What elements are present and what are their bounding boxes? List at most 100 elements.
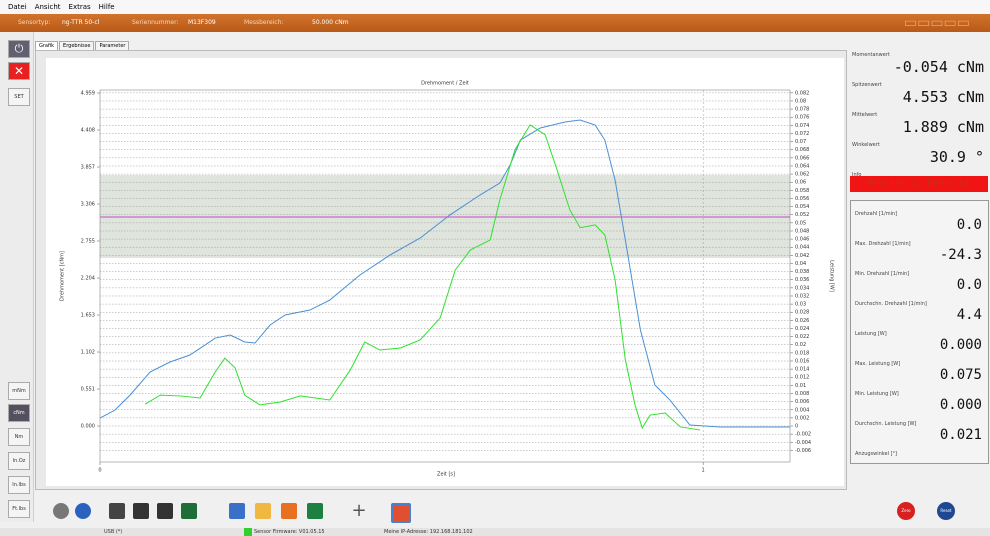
y2-tick-label: 0.08	[795, 98, 806, 104]
readout-value: 1.889 cNm	[902, 118, 984, 136]
y-tick-label: 4.959	[81, 91, 95, 97]
value: ng-TTR 50-cl	[62, 19, 100, 26]
detail-value: 0.021	[939, 427, 982, 443]
detail-label: Drehzahl [1/min]	[855, 211, 898, 217]
set-button[interactable]: SET	[8, 88, 30, 106]
value: 50.000 cNm	[312, 19, 349, 26]
tab[interactable]: Parameter	[95, 41, 130, 50]
tool-button[interactable]	[181, 503, 197, 519]
y2-tick-label: 0.038	[795, 269, 809, 275]
detail-label: Min. Drehzahl [1/min]	[855, 271, 910, 277]
menu-item[interactable]: Ansicht	[34, 3, 61, 11]
y2-tick-label: 0.024	[795, 326, 809, 332]
y2-tick-label: 0.062	[795, 172, 809, 178]
y-tick-label: 3.857	[81, 165, 95, 171]
stop-button[interactable]	[75, 503, 91, 519]
y2-tick-label: 0.044	[795, 245, 809, 251]
unit-button[interactable]: Ft.lbs	[8, 500, 30, 518]
detail-label: Leistung [W]	[855, 331, 887, 337]
status-item: Meine IP-Adresse: 192.168.181.102	[384, 529, 473, 535]
menu-item[interactable]: Extras	[68, 3, 91, 11]
detail-value: 0.000	[939, 337, 982, 353]
zero-button[interactable]: Zero	[897, 502, 915, 520]
y2-tick-label: 0.014	[795, 367, 809, 373]
readout-value: 4.553 cNm	[902, 88, 984, 106]
unit-button[interactable]: mNm	[8, 382, 30, 400]
tool-button[interactable]	[133, 503, 149, 519]
table-button[interactable]	[391, 503, 411, 523]
readout-label: Winkelwert	[852, 142, 880, 148]
y2-tick-label: 0.068	[795, 147, 809, 153]
y2-tick-label: 0.022	[795, 334, 809, 340]
unit-button[interactable]: In.Oz	[8, 452, 30, 470]
y2-tick-label: 0.074	[795, 123, 809, 129]
tool-button[interactable]	[157, 503, 173, 519]
series-line	[99, 119, 790, 428]
readout-label: Spitzenwert	[852, 82, 882, 88]
x-tick-label: 0	[98, 468, 101, 474]
tolerance-band	[100, 175, 790, 259]
y-tick-label: 4.408	[81, 128, 95, 134]
y-tick-label: 1.653	[81, 313, 95, 319]
y-tick-label: 2.204	[81, 276, 95, 282]
readout-label: Mittelwert	[852, 112, 878, 118]
y2-tick-label: 0.06	[795, 180, 806, 186]
y2-tick-label: 0.054	[795, 204, 809, 210]
open-button[interactable]	[255, 503, 271, 519]
status-item: Sensor Firmware: V01.05.15	[244, 528, 325, 536]
label: Seriennummer:	[132, 19, 179, 26]
play-button[interactable]	[53, 503, 69, 519]
detail-label: Min. Leistung [W]	[855, 391, 899, 397]
plot-border	[99, 89, 791, 463]
y2-tick-label: 0.052	[795, 212, 809, 218]
y2-tick-label: 0.04	[795, 261, 806, 267]
y-tick-label: 1.102	[81, 350, 95, 356]
reset-button[interactable]: Reset	[937, 502, 955, 520]
header-bar: Sensortyp: ng-TTR 50-cl Seriennummer: M1…	[0, 14, 990, 32]
y2-tick-label: -0.004	[795, 440, 811, 446]
y2-tick-label: 0.004	[795, 407, 809, 413]
unit-button[interactable]: In.lbs	[8, 476, 30, 494]
y-tick-label: 2.755	[81, 239, 95, 245]
cursor-button[interactable]: +	[351, 500, 367, 521]
y2-tick-label: 0.018	[795, 350, 809, 356]
y2-tick-label: -0.002	[795, 432, 811, 438]
menu-bar: Datei Ansicht Extras Hilfe	[0, 0, 990, 14]
y2-tick-label: 0.026	[795, 318, 809, 324]
y2-tick-label: 0.064	[795, 163, 809, 169]
chart-title: Drehmoment / Zeit	[421, 81, 469, 87]
menu-item[interactable]: Hilfe	[98, 3, 115, 11]
y2-tick-label: 0.042	[795, 253, 809, 259]
y2-tick-label: 0.036	[795, 277, 809, 283]
y2-tick-label: 0.078	[795, 107, 809, 113]
y2-tick-label: 0.002	[795, 415, 809, 421]
detail-value: 4.4	[956, 307, 982, 323]
unit-button[interactable]: cNm	[8, 404, 30, 422]
y2-tick-label: 0.05	[795, 220, 806, 226]
y2-tick-label: 0.07	[795, 139, 806, 145]
close-button[interactable]: ✕	[8, 62, 30, 80]
detail-label: Max. Leistung [W]	[855, 361, 901, 367]
y-tick-label: 3.306	[81, 202, 95, 208]
tab[interactable]: Ergebnisse	[59, 41, 95, 50]
tool-button[interactable]	[109, 503, 125, 519]
status-item: USB (*)	[104, 529, 123, 535]
y-tick-label: 0.551	[81, 387, 95, 393]
readout-panel: Momentanwert -0.054 cNm Spitzenwert 4.553 c…	[848, 52, 990, 178]
y2-tick-label: 0.056	[795, 196, 809, 202]
menu-item[interactable]: Datei	[8, 3, 27, 11]
excel-button[interactable]	[307, 503, 323, 519]
unit-button[interactable]: Nm	[8, 428, 30, 446]
y2-tick-label: 0.012	[795, 375, 809, 381]
save-button[interactable]	[229, 503, 245, 519]
label: Messbereich:	[244, 19, 284, 26]
y-axis-label: Drehmoment [cNm]	[60, 251, 66, 301]
tab[interactable]: Grafik	[35, 41, 59, 50]
tool-button[interactable]	[281, 503, 297, 519]
y2-tick-label: 0	[795, 424, 798, 430]
y2-tick-label: 0.048	[795, 228, 809, 234]
power-button[interactable]: ⏻	[8, 40, 30, 58]
y2-tick-label: 0.082	[795, 90, 809, 96]
detail-value: 0.0	[956, 277, 982, 293]
